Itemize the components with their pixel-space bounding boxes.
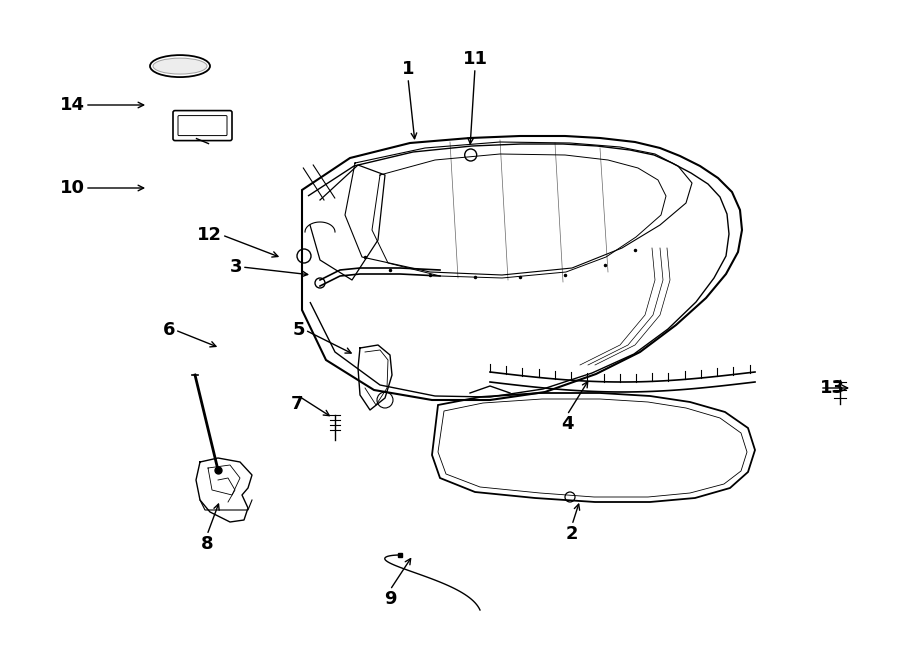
Text: 6: 6 <box>163 321 175 339</box>
Text: 10: 10 <box>60 179 85 197</box>
Text: 8: 8 <box>201 535 213 553</box>
Ellipse shape <box>153 58 207 74</box>
Text: 7: 7 <box>291 395 303 413</box>
Text: 4: 4 <box>561 415 573 433</box>
Text: 14: 14 <box>60 96 85 114</box>
Text: 12: 12 <box>197 226 222 244</box>
Text: 3: 3 <box>230 258 242 276</box>
Text: 2: 2 <box>566 525 578 543</box>
Text: 1: 1 <box>401 60 414 78</box>
Text: 11: 11 <box>463 50 488 68</box>
Text: 13: 13 <box>820 379 845 397</box>
Text: 5: 5 <box>292 321 305 339</box>
Text: 9: 9 <box>383 590 396 608</box>
